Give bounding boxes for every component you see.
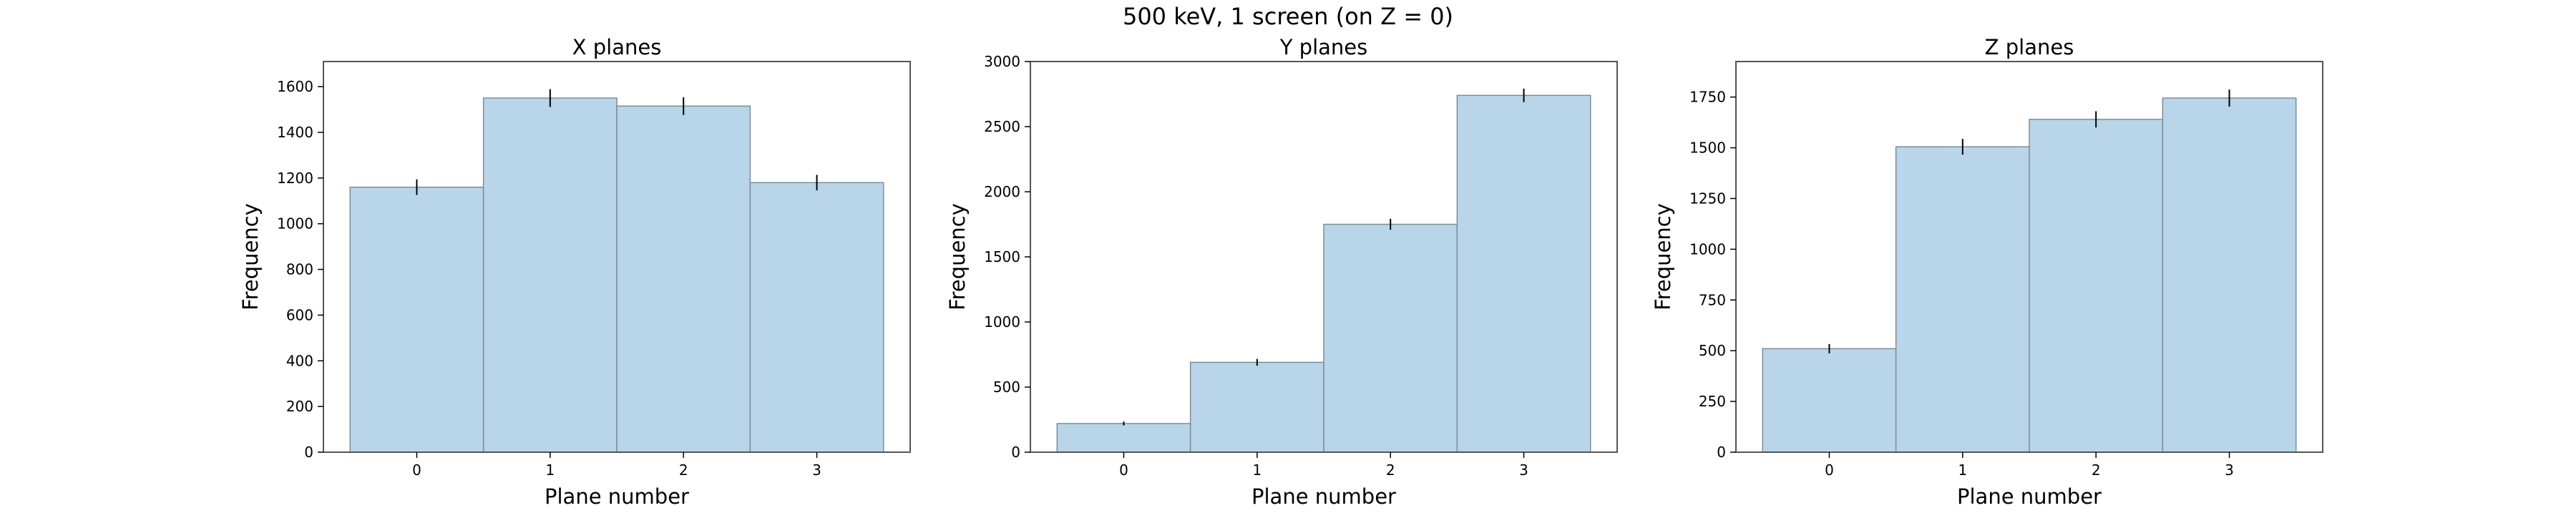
subplot-3-xtick-label: 3 (2225, 461, 2234, 479)
subplot-3-xtick-label: 2 (2092, 461, 2101, 479)
subplot-1-xtick-label: 0 (412, 461, 421, 479)
subplot-3-axes-frame (1735, 61, 2323, 453)
subplot-3-ytick-label: 0 (1717, 444, 1726, 461)
subplot-3-ytick-label: 250 (1699, 393, 1726, 410)
subplot-3-xtick-label: 0 (1825, 461, 1834, 479)
subplot-2-bar (1323, 223, 1458, 453)
subplot-3-bar (1895, 146, 2030, 453)
subplot-3-ytick-label: 1500 (1689, 140, 1726, 157)
subplot-1-bar (482, 97, 618, 453)
subplot-2-bar (1189, 361, 1324, 453)
subplot-2-ylabel: Frequency (945, 203, 970, 311)
subplot-1-bar (349, 186, 484, 453)
subplot-3-ytick-label: 500 (1699, 342, 1726, 359)
subplot-1-ytick-label: 1400 (277, 124, 313, 141)
subplot-1-xtick-label: 3 (812, 461, 821, 479)
subplot-3-ylabel: Frequency (1651, 203, 1675, 311)
subplot-1-ytick-label: 200 (286, 398, 313, 415)
subplot-3-xlabel: Plane number (1957, 484, 2102, 509)
subplot-2-xlabel: Plane number (1252, 484, 1396, 509)
figure-title: 500 keV, 1 screen (on Z = 0) (1122, 3, 1454, 30)
subplot-2-bar (1056, 423, 1191, 453)
subplot-2-bar (1456, 94, 1591, 453)
subplot-2-ytick-label: 3000 (984, 53, 1020, 70)
subplot-3-bar (1762, 348, 1897, 453)
subplot-2-xtick-label: 3 (1519, 461, 1528, 479)
subplot-1-ytick-label: 600 (286, 306, 313, 323)
subplot-3-ytick-label: 1000 (1689, 240, 1726, 258)
subplot-1-xtick-label: 2 (679, 461, 688, 479)
subplot-1-title: X planes (572, 35, 662, 59)
subplot-2-xtick-label: 0 (1119, 461, 1128, 479)
subplot-3-ytick-label: 750 (1699, 291, 1726, 308)
subplot-1-ytick-label: 1600 (277, 78, 313, 95)
subplot-1-xlabel: Plane number (545, 484, 689, 509)
subplot-1-ytick-label: 800 (286, 261, 313, 278)
subplot-2-title: Y planes (1279, 35, 1368, 59)
subplot-2-ytick-label: 1500 (984, 248, 1020, 265)
subplot-1-ylabel: Frequency (238, 203, 263, 311)
subplot-1-ytick-label: 1000 (277, 215, 313, 233)
subplot-3-ytick-label: 1250 (1689, 190, 1726, 207)
subplot-1-ytick-label: 0 (304, 444, 313, 461)
subplot-1-ytick-label: 1200 (277, 170, 313, 187)
subplot-2-xtick-label: 2 (1386, 461, 1395, 479)
subplot-2-ytick-label: 2500 (984, 118, 1020, 135)
subplot-2-ytick-label: 2000 (984, 183, 1020, 200)
subplot-3-title: Z planes (1985, 35, 2074, 59)
subplot-3-xtick-label: 1 (1958, 461, 1967, 479)
subplot-1-bar (616, 105, 751, 453)
subplot-3-ytick-label: 1750 (1689, 89, 1726, 106)
subplot-2-ytick-label: 1000 (984, 313, 1020, 331)
subplot-2-ytick-label: 0 (1011, 444, 1020, 461)
subplot-2-ytick-label: 500 (993, 378, 1020, 396)
subplot-1-bar (749, 182, 884, 453)
subplot-1-axes-frame (323, 61, 911, 453)
subplot-3-bar (2029, 119, 2164, 453)
subplot-3-bar (2162, 97, 2297, 453)
subplot-1-ytick-label: 400 (286, 352, 313, 369)
subplot-1-xtick-label: 1 (545, 461, 555, 479)
subplot-2-xtick-label: 1 (1252, 461, 1262, 479)
